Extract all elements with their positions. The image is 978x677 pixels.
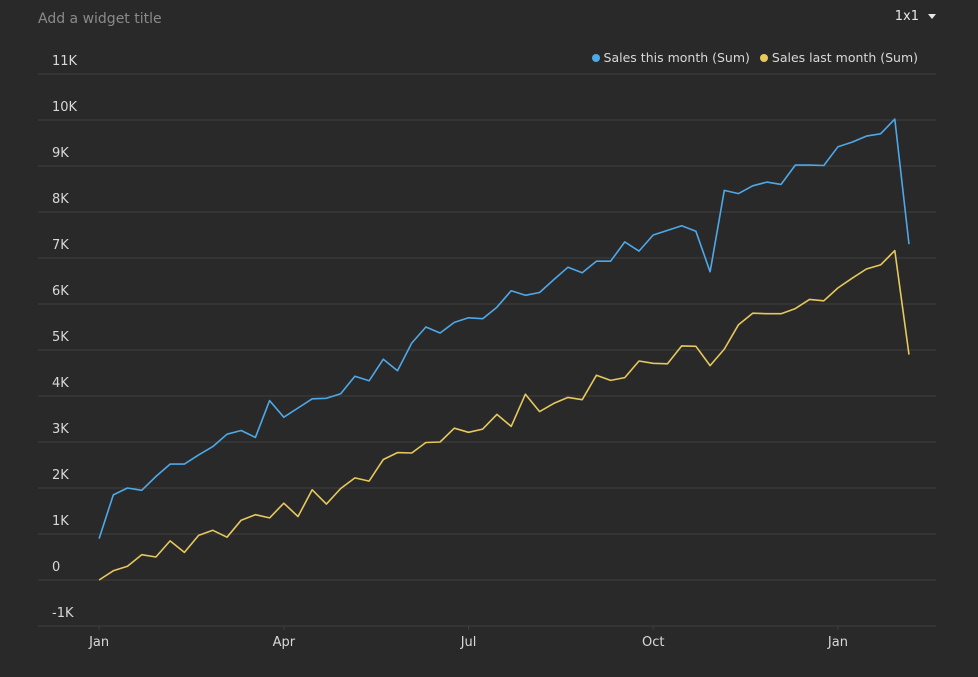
series-line-this-month bbox=[98, 118, 910, 539]
y-tick-label: 3K bbox=[52, 422, 69, 437]
legend-label-last-month: Sales last month (Sum) bbox=[771, 50, 918, 65]
legend-label-this-month: Sales this month (Sum) bbox=[603, 50, 750, 65]
y-tick-label: 1K bbox=[52, 514, 69, 529]
y-tick-label: 2K bbox=[52, 468, 69, 483]
widget-size-label: 1x1 bbox=[894, 9, 919, 24]
y-tick-label: 10K bbox=[52, 100, 78, 115]
series-line-last-month bbox=[98, 249, 910, 581]
legend-item-last-month[interactable]: Sales last month (Sum) bbox=[759, 50, 918, 65]
widget-size-dropdown[interactable]: 1x1 bbox=[895, 9, 936, 24]
y-tick-label: 8K bbox=[52, 192, 69, 207]
y-tick-label: 11K bbox=[52, 54, 78, 69]
y-tick-label: -1K bbox=[52, 606, 74, 621]
x-tick-label: Jan bbox=[88, 635, 109, 650]
y-tick-label: 5K bbox=[52, 330, 69, 345]
y-tick-label: 0 bbox=[52, 560, 60, 575]
chevron-down-icon bbox=[928, 14, 936, 19]
x-tick-label: Jul bbox=[460, 635, 477, 650]
x-tick-label: Oct bbox=[642, 635, 664, 650]
y-tick-label: 9K bbox=[52, 146, 69, 161]
x-tick-label: Jan bbox=[827, 635, 848, 650]
legend-dot-last-month bbox=[759, 53, 768, 62]
y-tick-label: 6K bbox=[52, 284, 69, 299]
x-tick-label: Apr bbox=[273, 635, 296, 650]
y-tick-label: 4K bbox=[52, 376, 69, 391]
legend-dot-this-month bbox=[591, 53, 600, 62]
widget-title-input[interactable] bbox=[38, 8, 638, 30]
chart-legend: Sales this month (Sum) Sales last month … bbox=[591, 50, 918, 65]
legend-item-this-month[interactable]: Sales this month (Sum) bbox=[591, 50, 750, 65]
y-tick-label: 7K bbox=[52, 238, 69, 253]
